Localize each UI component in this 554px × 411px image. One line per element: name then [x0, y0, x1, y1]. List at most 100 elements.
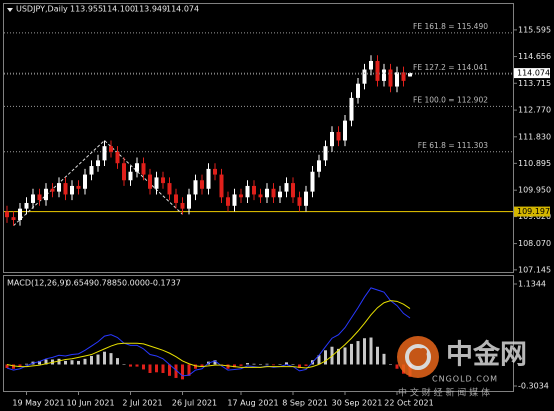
- y-tick-label: 115.595: [518, 25, 551, 34]
- candle-body: [388, 69, 393, 87]
- y-tick-label: 110.895: [518, 159, 551, 168]
- watermark-logo-dot: [419, 348, 427, 356]
- macd-histogram-bar: [350, 343, 353, 365]
- macd-histogram-bar: [116, 358, 119, 365]
- watermark-logo: [397, 336, 439, 378]
- candle-body: [167, 183, 172, 195]
- candle-body: [362, 69, 367, 84]
- watermark: 中金网 CNGOLD.COM 中 文 财 经 新 闻 媒 体: [397, 336, 527, 399]
- candle-body: [18, 208, 22, 221]
- macd-histogram-bar: [239, 364, 243, 366]
- candle-body: [57, 183, 61, 192]
- quote-high: 114.100: [102, 5, 135, 14]
- macd-histogram-bar: [135, 364, 139, 367]
- macd-histogram-bar: [317, 355, 321, 365]
- candle-body: [96, 160, 100, 167]
- candle-body: [63, 183, 68, 195]
- menu-arrow[interactable]: [7, 8, 13, 12]
- x-tick-label: 8 Sep 2021: [282, 399, 328, 408]
- support-price-box: [514, 206, 550, 217]
- macd-histogram-bar: [343, 347, 347, 365]
- macd-histogram-bar: [142, 364, 145, 370]
- main-panel-frame: [3, 3, 514, 273]
- macd-histogram-bar: [12, 364, 15, 369]
- macd-histogram-bar: [298, 364, 301, 369]
- candle-body: [245, 185, 250, 198]
- candle-body: [122, 163, 126, 181]
- quote-close: 114.074: [166, 5, 199, 14]
- candle-body: [304, 191, 308, 206]
- macd-histogram-bar: [246, 363, 249, 365]
- macd-histogram-bar: [194, 364, 197, 369]
- candle-body: [128, 171, 133, 181]
- candle-body: [401, 72, 406, 81]
- candle-body: [271, 188, 276, 198]
- candle-body: [50, 188, 55, 192]
- macd-histogram-bar: [233, 364, 236, 368]
- macd-histogram-bar: [38, 360, 41, 365]
- macd-histogram-bar: [77, 360, 80, 365]
- y-tick-label: 112.770: [518, 106, 551, 115]
- macd-histogram-bar: [18, 364, 22, 367]
- macd-histogram-bar: [252, 363, 256, 365]
- x-tick-label: 26 Jul 2021: [172, 399, 217, 408]
- candle-body: [310, 171, 315, 192]
- macd-histogram-bar: [148, 364, 152, 373]
- candle-body: [382, 69, 386, 81]
- macd-histogram-bar: [382, 353, 386, 365]
- macd-histogram-bar: [369, 337, 373, 365]
- macd-title: MACD(12,26,9): [7, 279, 68, 288]
- macd-histogram-bar: [181, 364, 184, 380]
- macd-histogram-bar: [200, 364, 204, 367]
- candle-body: [37, 194, 42, 201]
- last-price-box: [514, 68, 550, 79]
- x-tick-label: 2 Jul 2021: [122, 399, 162, 408]
- candle-body: [70, 185, 74, 195]
- macd-histogram-bar: [168, 364, 171, 376]
- macd-histogram-bar: [278, 364, 282, 365]
- candle-body: [265, 188, 269, 198]
- fib-level-label: FE 61.8 = 111.303: [418, 141, 488, 150]
- macd-histogram-bar: [226, 364, 230, 369]
- candle-body: [323, 146, 328, 161]
- candle-body: [356, 83, 360, 98]
- macd-histogram-bar: [70, 360, 74, 365]
- macd-panel-frame: [3, 275, 514, 392]
- candle-body: [5, 211, 9, 218]
- candle-body: [232, 194, 237, 206]
- candle-body: [200, 180, 204, 189]
- candle-body: [206, 168, 211, 189]
- candle-body: [330, 131, 334, 147]
- macd-histogram-bar: [174, 364, 178, 378]
- fib-level-label: FE 161.8 = 115.490: [413, 22, 488, 31]
- x-tick-label: 22 Oct 2021: [384, 399, 433, 408]
- candle-body: [141, 163, 146, 175]
- candle-body: [252, 185, 256, 195]
- y-tick-label: -0.3034: [518, 382, 549, 391]
- macd-histogram-bar: [64, 360, 67, 365]
- macd-readout: 0.6549: [66, 279, 94, 288]
- candle-body: [278, 191, 282, 198]
- candle-body: [369, 60, 373, 70]
- macd-histogram-bar: [90, 355, 93, 365]
- candle-body: [239, 194, 243, 198]
- last-price-label: 114.074: [517, 69, 550, 78]
- macd-line: [6, 287, 411, 377]
- candle-body: [83, 174, 87, 189]
- y-tick-label: 109.020: [518, 212, 551, 221]
- macd-histogram-bar: [25, 363, 28, 365]
- candle-body: [161, 177, 165, 184]
- candle-body: [219, 174, 224, 198]
- candle-body: [11, 217, 16, 221]
- candle-body: [148, 174, 152, 189]
- x-tick-label: 17 Aug 2021: [227, 399, 278, 408]
- x-tick-label: 10 Jun 2021: [66, 399, 114, 408]
- candle-body: [135, 163, 139, 172]
- macd-histogram-bar: [96, 354, 100, 365]
- y-tick-label: 109.950: [518, 186, 551, 195]
- macd-histogram-bar: [356, 341, 360, 365]
- macd-histogram-bar: [259, 364, 262, 365]
- y-tick-label: 107.145: [518, 265, 551, 274]
